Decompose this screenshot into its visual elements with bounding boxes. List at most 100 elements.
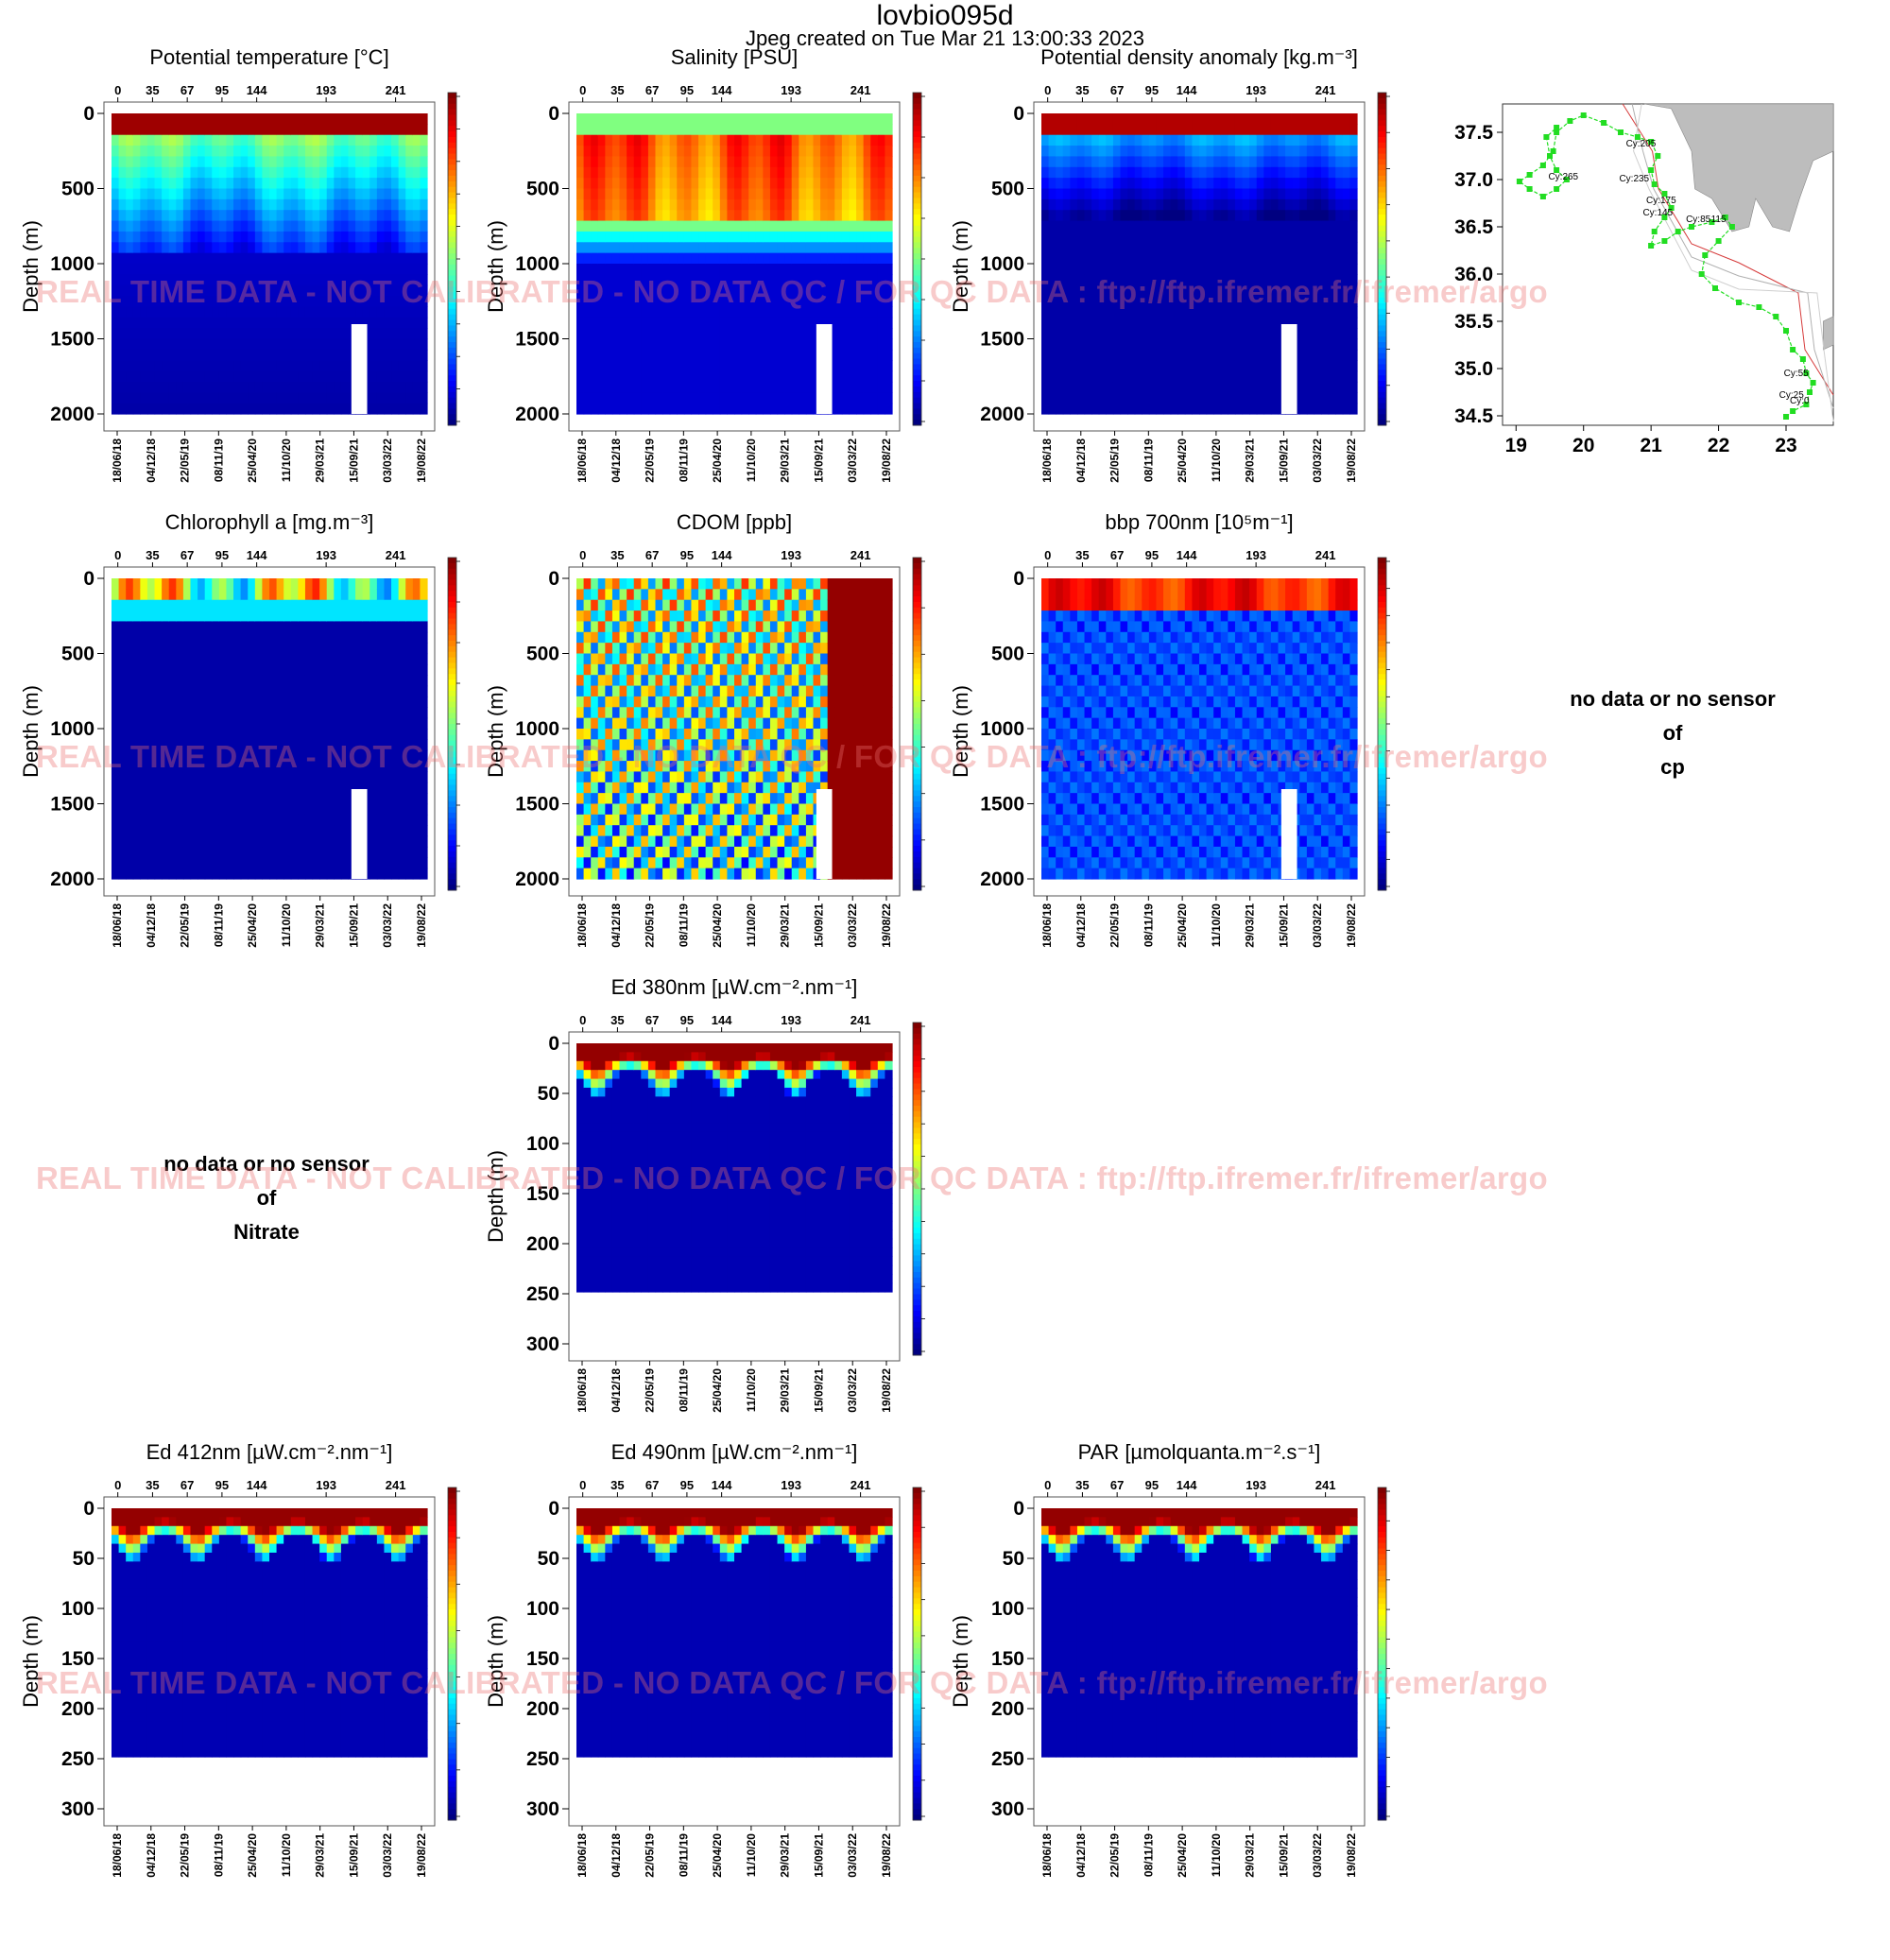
depth-label-sal: 1500 (515, 329, 559, 351)
track-point (1581, 112, 1587, 118)
lat-label: 37.0 (1454, 169, 1493, 191)
cycle-annotation: Cy:55 (1784, 369, 1810, 379)
cycle-label-sal: 0 (579, 83, 586, 97)
cycle-label-ed412: 0 (114, 1478, 121, 1492)
colorbar-sal (913, 93, 921, 426)
date-label-cdom: 03/03/22 (846, 903, 859, 948)
nodata-cp: no data or no sensor of cp (1503, 682, 1843, 784)
date-label-ed380: 15/09/21 (812, 1368, 825, 1413)
date-label-bbp: 04/12/18 (1074, 903, 1088, 948)
depth-label-ed412: 0 (83, 1498, 94, 1520)
date-label-temp: 18/06/18 (111, 438, 124, 483)
lat-label: 34.5 (1454, 405, 1493, 427)
track-point (1807, 389, 1813, 395)
date-label-ed490: 18/06/18 (576, 1833, 589, 1878)
date-label-temp: 11/10/20 (280, 438, 293, 482)
track-point (1790, 347, 1796, 352)
depth-label-chla: 500 (61, 644, 94, 665)
cycle-label-ed412: 193 (316, 1478, 336, 1492)
date-label-sal: 08/11/19 (677, 438, 690, 482)
date-label-ed412: 11/10/20 (280, 1833, 293, 1877)
cycle-label-ed412: 35 (146, 1478, 159, 1492)
date-label-ed490: 11/10/20 (745, 1833, 758, 1877)
depth-label-dens: 500 (991, 179, 1024, 200)
cycle-label-dens: 67 (1110, 83, 1124, 97)
date-label-ed380: 11/10/20 (745, 1368, 758, 1412)
panel-title-dens: Potential density anomaly [kg.m⁻³] (1015, 45, 1383, 70)
depth-label-cdom: 0 (548, 568, 559, 590)
track-point (1655, 153, 1660, 159)
cycle-label-temp: 95 (215, 83, 229, 97)
cycle-label-ed490: 241 (850, 1478, 871, 1492)
date-label-ed380: 08/11/19 (677, 1368, 690, 1412)
depth-label-par: 300 (991, 1798, 1024, 1820)
date-label-chla: 03/03/22 (381, 903, 394, 948)
heatmap-dens (1041, 113, 1358, 415)
date-label-cdom: 18/06/18 (576, 903, 589, 948)
cycle-label-ed490: 144 (712, 1478, 732, 1492)
colorbar-cdom (913, 558, 921, 891)
date-label-ed380: 22/05/19 (644, 1368, 657, 1413)
date-label-ed412: 22/05/19 (179, 1833, 192, 1878)
colorbar-par (1378, 1487, 1386, 1821)
cycle-label-temp: 35 (146, 83, 159, 97)
depth-label-ed380: 300 (526, 1333, 559, 1355)
depth-label-cdom: 1500 (515, 794, 559, 816)
colorbar-ed412 (448, 1487, 456, 1821)
track-point (1554, 186, 1559, 192)
date-label-dens: 22/05/19 (1108, 438, 1122, 483)
depth-label-ed412: 200 (61, 1698, 94, 1720)
date-label-ed490: 08/11/19 (677, 1833, 690, 1877)
colorbar-bbp (1378, 558, 1386, 891)
date-label-ed490: 15/09/21 (812, 1833, 825, 1878)
nodata-nitrate-line1: no data or no sensor (96, 1147, 437, 1181)
track-point (1800, 356, 1806, 362)
date-label-par: 25/04/20 (1176, 1833, 1189, 1878)
depth-axis-title-temp: Depth (m) (19, 220, 43, 313)
panel-title-ed380: Ed 380nm [µW.cm⁻².nm⁻¹] (550, 975, 919, 1000)
nodata-cp-line2: of (1503, 716, 1843, 750)
date-label-par: 22/05/19 (1108, 1833, 1122, 1878)
nodata-cp-line1: no data or no sensor (1503, 682, 1843, 716)
depth-axis-title-ed412: Depth (m) (19, 1615, 43, 1708)
date-label-ed412: 29/03/21 (314, 1833, 327, 1878)
date-label-dens: 08/11/19 (1142, 438, 1155, 482)
depth-axis-title-sal: Depth (m) (484, 220, 507, 313)
cycle-label-sal: 241 (850, 83, 871, 97)
data-gap-bbp (1281, 789, 1297, 879)
date-label-sal: 11/10/20 (745, 438, 758, 482)
date-label-ed490: 03/03/22 (846, 1833, 859, 1878)
date-label-par: 11/10/20 (1210, 1833, 1223, 1877)
depth-label-ed380: 50 (538, 1083, 559, 1105)
track-point (1783, 414, 1789, 420)
cycle-label-cdom: 193 (781, 548, 801, 562)
cycle-label-dens: 0 (1044, 83, 1051, 97)
date-label-sal: 22/05/19 (644, 438, 657, 483)
track-point (1517, 179, 1522, 184)
depth-label-ed380: 100 (526, 1133, 559, 1155)
depth-label-par: 100 (991, 1598, 1024, 1620)
cycle-annotation: Cy:145 (1642, 208, 1673, 218)
cycle-label-ed490: 67 (645, 1478, 659, 1492)
date-label-temp: 08/11/19 (212, 438, 225, 482)
cycle-annotation: 115 (1711, 215, 1727, 225)
heatmap-ed412 (112, 1508, 428, 1758)
track-point (1756, 304, 1761, 310)
nodata-nitrate-line3: Nitrate (96, 1215, 437, 1249)
track-point (1661, 238, 1667, 244)
cycle-label-sal: 35 (610, 83, 624, 97)
date-label-ed412: 19/08/22 (415, 1833, 428, 1878)
cycle-label-par: 95 (1145, 1478, 1159, 1492)
panel-title-sal: Salinity [PSU] (550, 45, 919, 70)
data-gap-chla (352, 789, 368, 879)
date-label-chla: 04/12/18 (145, 903, 158, 948)
date-label-chla: 15/09/21 (347, 903, 360, 948)
date-label-dens: 04/12/18 (1074, 438, 1088, 483)
cycle-label-ed412: 95 (215, 1478, 229, 1492)
track-point (1527, 186, 1533, 192)
depth-label-sal: 2000 (515, 404, 559, 425)
date-label-sal: 15/09/21 (812, 438, 825, 483)
date-label-ed412: 18/06/18 (111, 1833, 124, 1878)
